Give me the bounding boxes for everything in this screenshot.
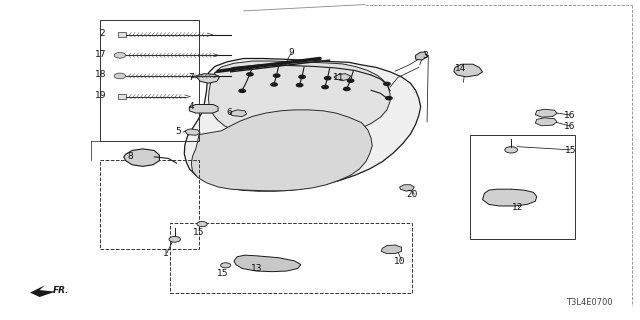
Circle shape [169,236,180,242]
Circle shape [239,89,246,92]
Text: 16: 16 [564,122,575,131]
Polygon shape [483,189,537,206]
Polygon shape [185,129,200,135]
Bar [118,32,126,37]
Text: 9: 9 [289,48,294,57]
Polygon shape [381,245,401,253]
Polygon shape [454,64,483,77]
Text: 20: 20 [406,190,418,199]
Text: 3: 3 [422,51,428,60]
Polygon shape [536,109,557,117]
Polygon shape [334,74,351,81]
Polygon shape [536,118,557,126]
Text: 15: 15 [193,228,205,237]
Text: 12: 12 [512,203,524,212]
Bar [170,223,412,293]
Polygon shape [189,105,218,113]
Text: 17: 17 [95,50,106,59]
Circle shape [299,75,305,78]
Bar [470,135,575,239]
Text: 15: 15 [218,269,229,278]
Circle shape [197,221,207,227]
Bar [100,20,199,141]
Text: 16: 16 [564,111,575,120]
Circle shape [114,73,125,79]
Text: 1: 1 [163,249,169,258]
Text: 11: 11 [333,73,345,82]
Bar [100,160,199,249]
Polygon shape [399,185,414,191]
Circle shape [344,87,350,91]
Text: 13: 13 [250,264,262,273]
Polygon shape [30,285,56,297]
Circle shape [505,147,518,153]
Text: 2: 2 [99,29,105,38]
Text: 10: 10 [394,257,405,266]
Text: 18: 18 [95,70,106,79]
Text: 15: 15 [564,146,576,155]
Bar [118,94,126,99]
Text: T3L4E0700: T3L4E0700 [566,298,613,307]
Circle shape [324,76,331,80]
Circle shape [348,79,354,82]
Polygon shape [124,149,159,166]
Text: 14: 14 [454,63,466,73]
Text: 7: 7 [188,73,194,82]
Text: 8: 8 [127,152,133,161]
Polygon shape [230,110,246,116]
Text: FR.: FR. [52,286,69,295]
Polygon shape [191,110,372,191]
Polygon shape [184,59,420,191]
Circle shape [114,52,125,58]
Polygon shape [234,255,301,272]
Circle shape [271,83,277,86]
Polygon shape [196,74,220,83]
Circle shape [246,73,253,76]
Circle shape [322,85,328,89]
Polygon shape [209,61,390,140]
Circle shape [273,74,280,77]
Circle shape [386,97,392,100]
Circle shape [384,82,390,85]
Circle shape [221,263,231,268]
Text: 5: 5 [175,127,181,136]
Circle shape [296,84,303,87]
Text: 19: 19 [95,91,106,100]
Text: 4: 4 [188,101,194,111]
Polygon shape [415,52,427,60]
Text: 6: 6 [227,108,232,117]
